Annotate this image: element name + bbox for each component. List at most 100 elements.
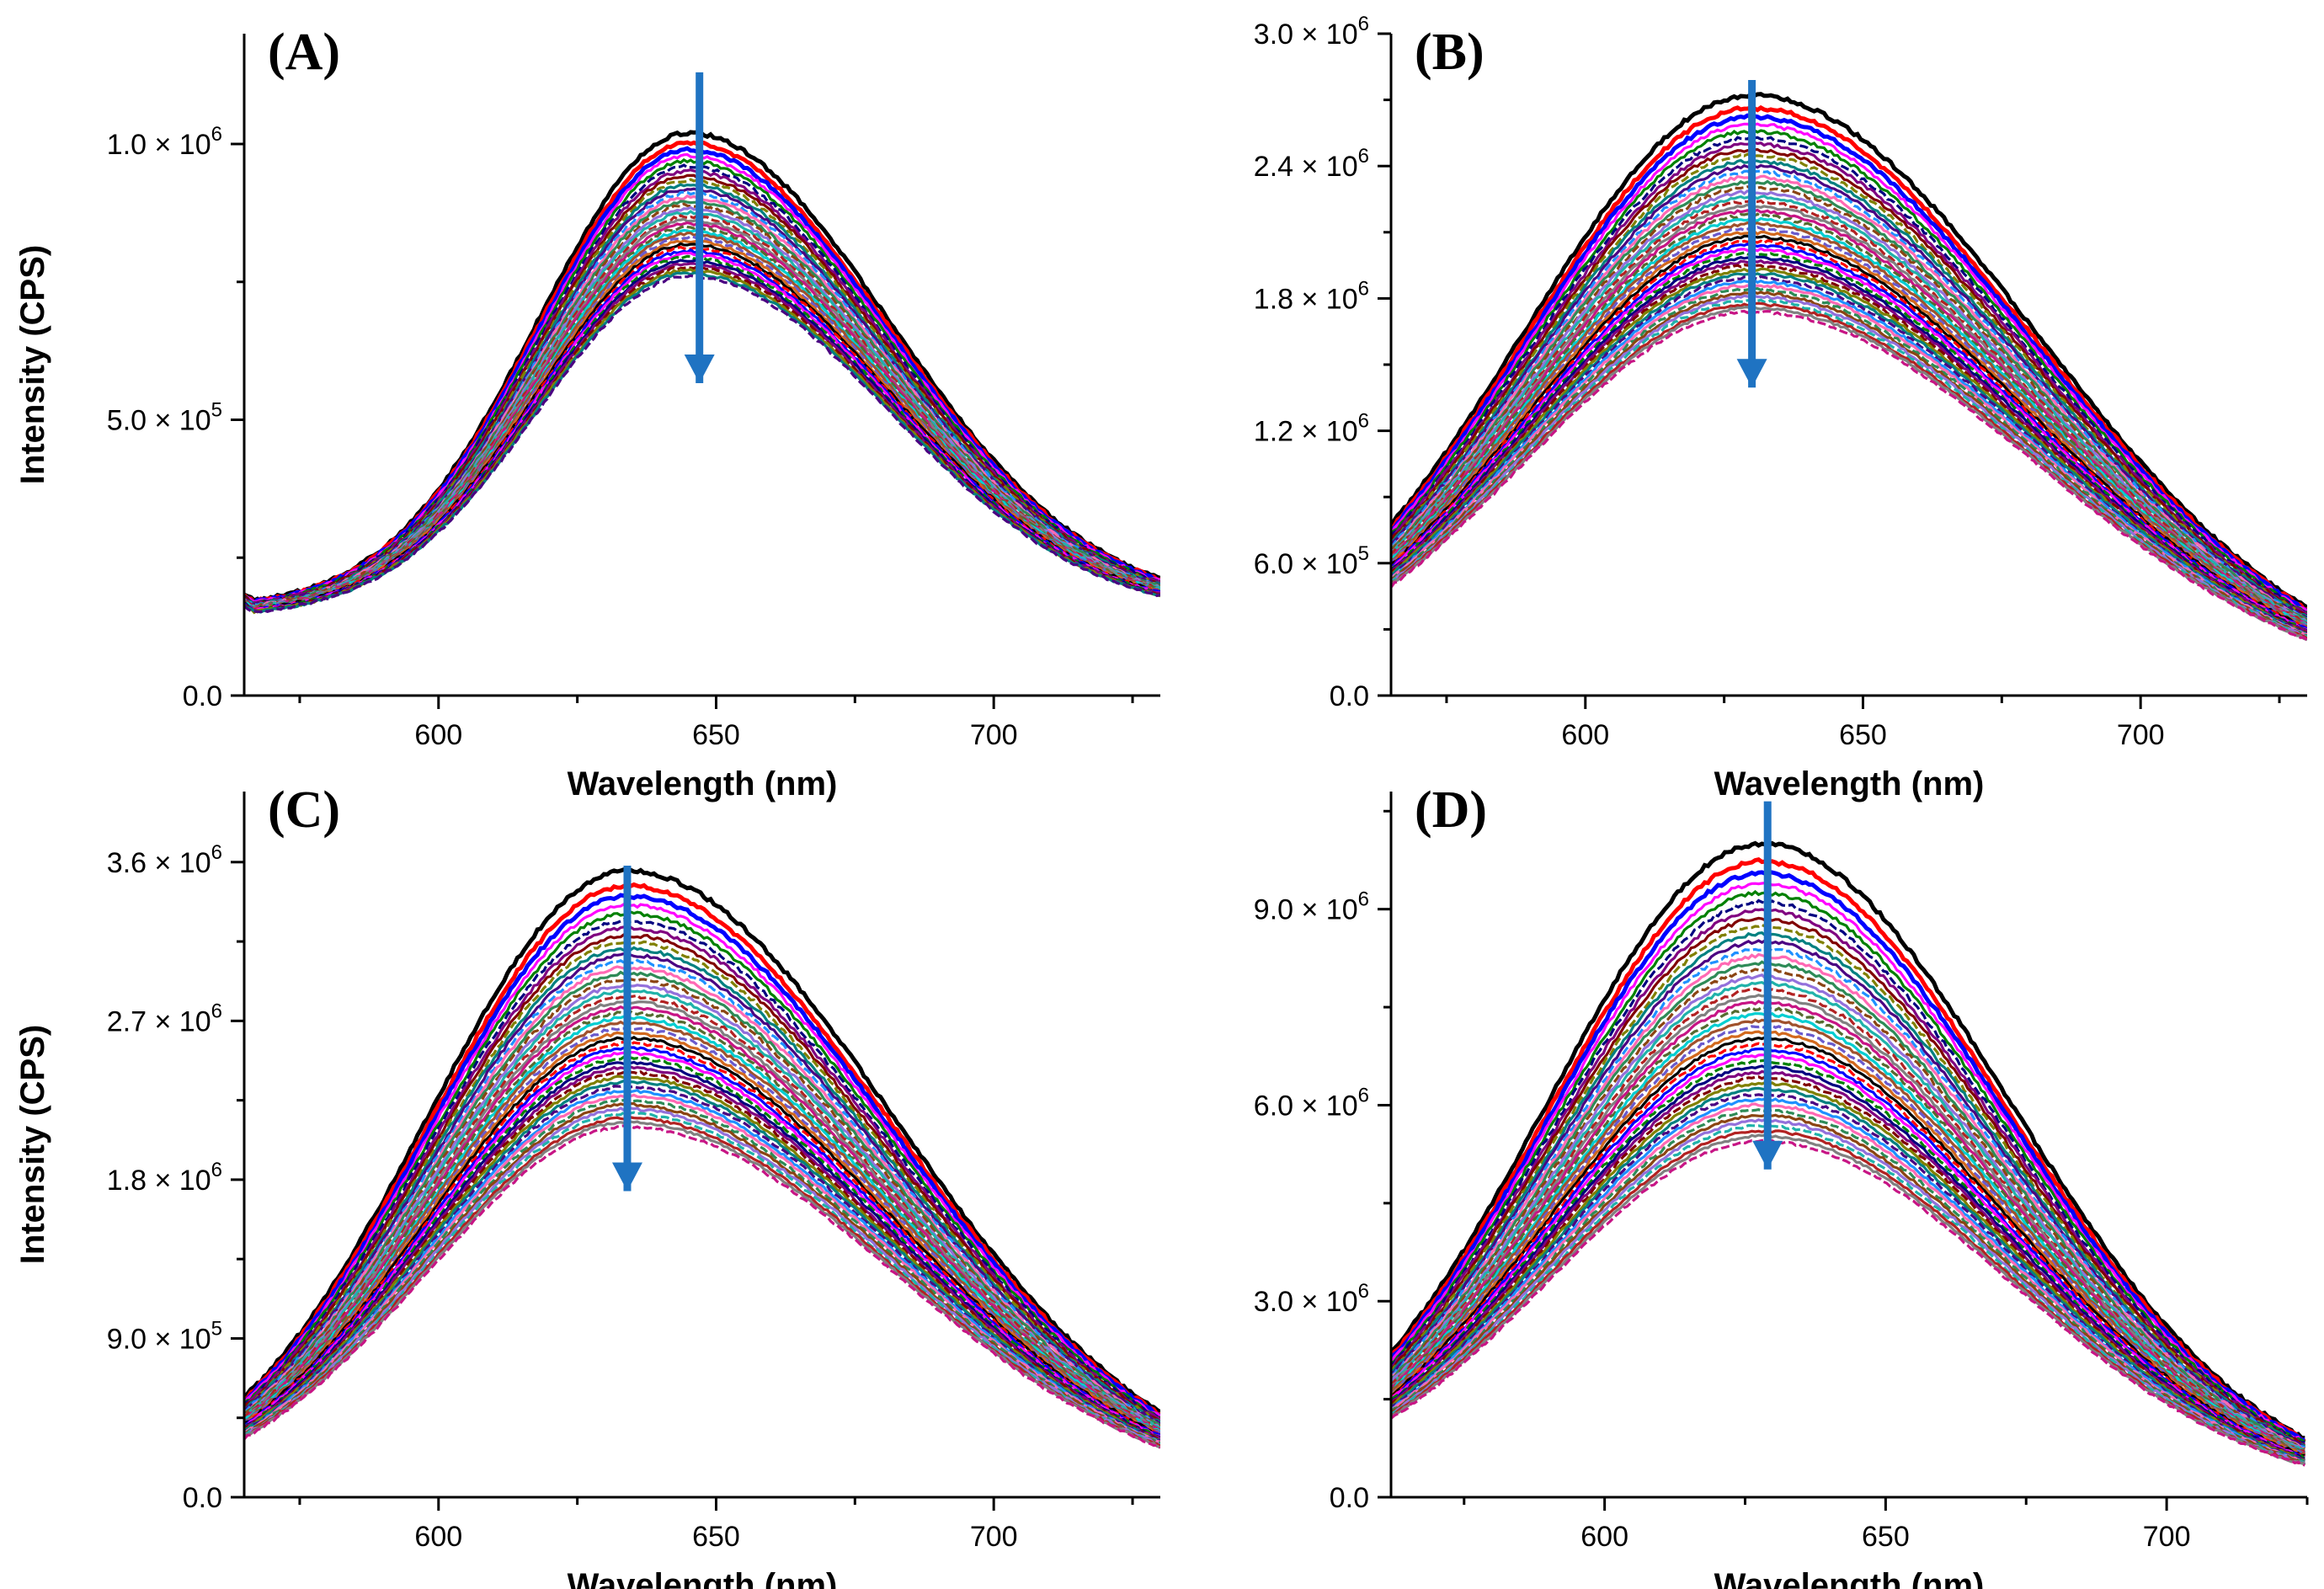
spectrum-line-9 (1391, 923, 2306, 1449)
spectrum-line-18 (1391, 199, 2307, 626)
y-tick-label: 1.2 × 106 (1254, 410, 1369, 448)
y-tick-label: 0.0 (1330, 1482, 1369, 1514)
x-tick-label: 600 (1580, 1521, 1628, 1553)
y-tick-label: 3.0 × 106 (1254, 1280, 1369, 1318)
spectrum-line-29 (244, 1050, 1160, 1438)
spectrum-line-7 (244, 925, 1160, 1421)
panel-label: (B) (1415, 24, 1484, 81)
spectrum-line-45 (244, 1124, 1160, 1449)
x-tick-label: 650 (692, 719, 740, 751)
spectrum-line-35 (244, 1079, 1160, 1442)
spectrum-line-13 (1391, 174, 2307, 621)
spectrum-line-42 (1391, 1123, 2306, 1466)
spectrum-line-30 (1391, 251, 2307, 632)
spectrum-line-31 (1391, 255, 2307, 632)
spectrum-line-6 (1391, 135, 2307, 616)
y-tick-label: 3.6 × 106 (107, 841, 222, 879)
x-tick-label: 600 (1561, 719, 1609, 751)
spectrum-line-35 (1391, 1086, 2305, 1463)
spectrum-line-41 (1391, 294, 2307, 639)
spectrum-line-17 (1391, 980, 2306, 1453)
y-tick-label: 5.0 × 105 (107, 399, 222, 437)
spectrum-line-8 (1391, 147, 2307, 619)
panel-b: 600 650 700 0.0 6.0 × 105 1.2 × 106 1.8 × 106 2… (1254, 13, 2307, 802)
spectrum-line-4 (244, 901, 1160, 1418)
spectrum-line-12 (1391, 169, 2307, 621)
panel-a: 600 650 700 0.0 5.0 × 105 1.0 × 106 Wavelength… (14, 24, 1160, 802)
spectrum-line-14 (244, 970, 1160, 1427)
y-axis-title: Intensity (CPS) (14, 245, 51, 484)
x-tick-label: 650 (1862, 1521, 1910, 1553)
x-axis-title: Wavelength (nm) (568, 1567, 838, 1589)
panel-c: 600 650 700 0.0 9.0 × 105 1.8 × 106 2.7 × 106 3… (14, 781, 1160, 1589)
y-tick-label: 0.0 (183, 680, 222, 712)
spectrum-line-6 (244, 918, 1160, 1421)
spectrum-line-43 (1391, 301, 2307, 640)
spectrum-line-29 (1391, 247, 2307, 632)
spectrum-line-1 (1391, 92, 2307, 610)
trend-arrow-head (684, 355, 715, 383)
x-tick-label: 650 (1839, 719, 1887, 751)
x-tick-label: 700 (970, 1521, 1018, 1553)
y-tick-label: 2.7 × 106 (107, 1000, 222, 1037)
spectrum-line-31 (244, 1060, 1160, 1439)
spectrum-line-39 (1391, 1108, 2305, 1464)
y-tick-label: 6.0 × 105 (1254, 542, 1369, 580)
x-tick-label: 600 (414, 719, 462, 751)
trend-arrow-head (1752, 1140, 1783, 1170)
spectrum-line-7 (1391, 141, 2307, 616)
spectrum-line-21 (1391, 212, 2307, 627)
y-tick-label: 6.0 × 106 (1254, 1084, 1369, 1122)
spectrum-line-39 (244, 1098, 1160, 1444)
y-tick-label: 9.0 × 105 (107, 1317, 222, 1355)
spectrum-line-22 (1391, 1011, 2306, 1457)
spectrum-line-37 (1391, 1097, 2305, 1464)
panel-label: (C) (268, 781, 340, 839)
spectrum-line-23 (1391, 221, 2307, 628)
spectrum-line-18 (244, 994, 1160, 1432)
spectrum-line-44 (1391, 1133, 2305, 1466)
spectrum-line-28 (1391, 1047, 2305, 1459)
spectrum-line-41 (244, 1106, 1160, 1447)
spectrum-line-10 (1391, 158, 2307, 618)
spectrum-line-9 (1391, 152, 2307, 619)
spectrum-line-42 (1391, 298, 2307, 638)
spectrum-line-44 (244, 1120, 1160, 1449)
spectrum-line-4 (1391, 881, 2305, 1445)
spectrum-line-8 (1391, 916, 2305, 1447)
spectra-group (1391, 840, 2306, 1467)
spectrum-line-25 (1391, 1030, 2305, 1458)
panel-label: (A) (268, 24, 340, 81)
spectrum-line-13 (244, 965, 1160, 1427)
x-axis-title: Wavelength (nm) (568, 765, 838, 802)
spectrum-line-23 (244, 1020, 1160, 1435)
spectrum-line-35 (1391, 272, 2307, 635)
y-tick-label: 0.0 (183, 1482, 222, 1514)
spectrum-line-45 (1391, 1138, 2305, 1467)
spectrum-line-43 (244, 1116, 1160, 1448)
spectrum-line-39 (1391, 286, 2307, 637)
x-tick-label: 700 (2143, 1521, 2191, 1553)
spectrum-line-4 (1391, 122, 2307, 613)
spectrum-line-1 (244, 867, 1160, 1414)
y-tick-label: 2.4 × 106 (1254, 145, 1369, 183)
x-tick-label: 700 (2117, 719, 2165, 751)
y-tick-label: 9.0 × 106 (1254, 888, 1369, 926)
spectrum-line-3 (244, 893, 1160, 1418)
x-axis-title: Wavelength (nm) (1714, 765, 1985, 802)
spectrum-line-12 (244, 957, 1160, 1426)
y-tick-label: 0.0 (1330, 680, 1369, 712)
y-tick-label: 3.0 × 106 (1254, 13, 1369, 51)
x-tick-label: 700 (970, 719, 1018, 751)
trend-arrow-head (611, 1162, 642, 1192)
spectrum-line-17 (1391, 194, 2307, 623)
spectrum-line-3 (1391, 113, 2307, 613)
spectrum-line-31 (1391, 1064, 2305, 1460)
spectrum-line-15 (1391, 968, 2305, 1451)
spectrum-line-11 (1391, 938, 2306, 1449)
spectrum-line-5 (1391, 889, 2306, 1443)
spectrum-line-21 (244, 1010, 1160, 1434)
spectra-group (1391, 92, 2307, 642)
x-axis-title: Wavelength (nm) (1714, 1567, 1985, 1589)
